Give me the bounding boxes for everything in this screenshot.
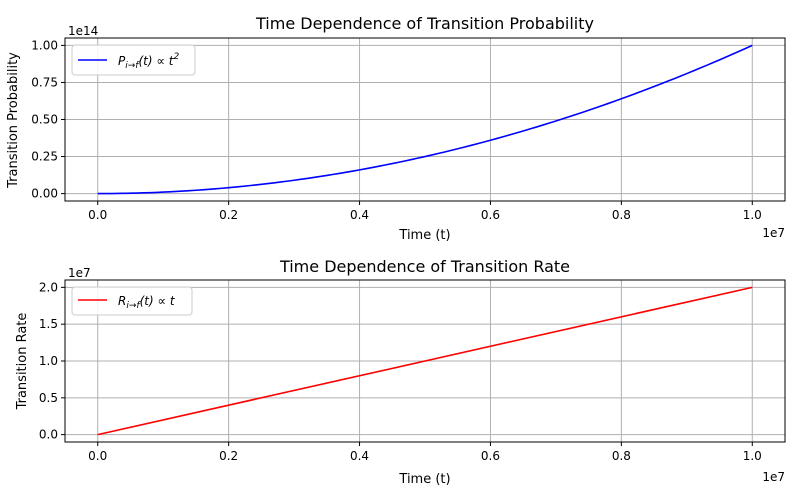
y-axis-ticks: 0.00 0.25 0.50 0.75 1.00 [31, 38, 65, 201]
x-tick-label: 0.8 [612, 449, 631, 463]
legend-label-rest: (t) ∝ t [138, 54, 174, 68]
legend-label-main: P [118, 54, 126, 68]
chart-panel-probability: Time Dependence of Transition Probabilit… [6, 14, 786, 243]
x-axis-ticks: 0.0 0.2 0.4 0.6 0.8 1.0 [88, 201, 762, 222]
series-line [97, 286, 753, 436]
legend-box [71, 44, 196, 76]
x-axis-ticks: 0.0 0.2 0.4 0.6 0.8 1.0 [88, 442, 762, 463]
y-offset-label: 1e14 [68, 24, 98, 38]
y-offset-label: 1e7 [68, 266, 91, 280]
x-axis-label: Time (t) [398, 228, 450, 243]
y-axis-label: Transition Rate [15, 313, 30, 411]
x-tick-label: 1.0 [743, 208, 762, 222]
y-axis-ticks: 0.0 0.5 1.0 1.5 2.0 [39, 280, 65, 442]
x-offset-label: 1e7 [762, 226, 785, 240]
x-tick-label: 0.6 [481, 208, 500, 222]
x-offset-label: 1e7 [762, 470, 785, 484]
x-tick-label: 0.2 [219, 208, 238, 222]
x-axis-label: Time (t) [398, 472, 450, 487]
x-tick-label: 1.0 [743, 449, 762, 463]
legend-label-sub: i→f [126, 301, 141, 311]
chart-title: Time Dependence of Transition Probabilit… [255, 14, 594, 33]
legend-label: Pi→f(t) ∝ t2 [118, 52, 179, 71]
y-tick-label: 1.0 [39, 354, 58, 368]
legend: Pi→f(t) ∝ t2 [71, 44, 196, 76]
legend-label-sup: 2 [173, 52, 179, 62]
y-tick-label: 0.25 [31, 150, 58, 164]
x-tick-label: 0.2 [219, 449, 238, 463]
chart-panel-rate: Time Dependence of Transition Rate 1e7 0… [15, 257, 786, 487]
legend-label-sub: i→f [125, 61, 140, 71]
chart-title: Time Dependence of Transition Rate [279, 257, 570, 276]
y-axis-label: Transition Probability [6, 52, 21, 189]
x-tick-label: 0.0 [88, 208, 107, 222]
legend-label-main: R [118, 294, 126, 308]
legend-label: Ri→f(t) ∝ t [118, 294, 176, 311]
y-tick-label: 0.00 [31, 187, 58, 201]
x-tick-label: 0.4 [350, 208, 369, 222]
series-layer [97, 286, 753, 436]
y-tick-label: 1.00 [31, 38, 58, 52]
series-layer [97, 44, 753, 195]
x-tick-label: 0.0 [88, 449, 107, 463]
y-tick-label: 1.5 [39, 317, 58, 331]
x-tick-label: 0.4 [350, 449, 369, 463]
y-tick-label: 0.0 [39, 428, 58, 442]
legend-label-rest: (t) ∝ t [140, 294, 176, 308]
legend-box [71, 286, 193, 316]
y-tick-label: 0.50 [31, 113, 58, 127]
y-tick-label: 2.0 [39, 280, 58, 294]
x-tick-label: 0.6 [481, 449, 500, 463]
y-tick-label: 0.75 [31, 75, 58, 89]
y-tick-label: 0.5 [39, 391, 58, 405]
legend: Ri→f(t) ∝ t [71, 286, 193, 316]
series-line [97, 44, 753, 195]
x-tick-label: 0.8 [612, 208, 631, 222]
